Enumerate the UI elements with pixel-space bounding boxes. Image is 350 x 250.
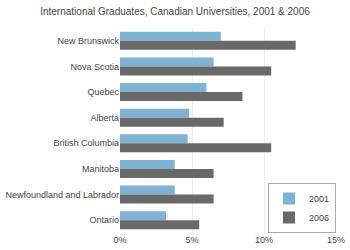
svg-text:15%: 15% xyxy=(327,235,345,245)
svg-text:0%: 0% xyxy=(113,235,126,245)
svg-text:2006: 2006 xyxy=(309,213,329,223)
svg-text:New Brunswick: New Brunswick xyxy=(57,36,119,46)
svg-text:Manitoba: Manitoba xyxy=(82,164,119,174)
svg-text:Quebec: Quebec xyxy=(87,87,119,97)
svg-text:10%: 10% xyxy=(255,235,273,245)
svg-text:Ontario: Ontario xyxy=(89,215,119,225)
svg-text:Alberta: Alberta xyxy=(90,113,119,123)
svg-text:2001: 2001 xyxy=(309,194,329,204)
svg-text:Nova Scotia: Nova Scotia xyxy=(70,62,119,72)
svg-text:5%: 5% xyxy=(185,235,198,245)
svg-text:Newfoundland and Labrador: Newfoundland and Labrador xyxy=(5,190,119,200)
svg-text:British Columbia: British Columbia xyxy=(53,138,119,148)
svg-text:International Graduates, Canad: International Graduates, Canadian Univer… xyxy=(40,6,310,17)
